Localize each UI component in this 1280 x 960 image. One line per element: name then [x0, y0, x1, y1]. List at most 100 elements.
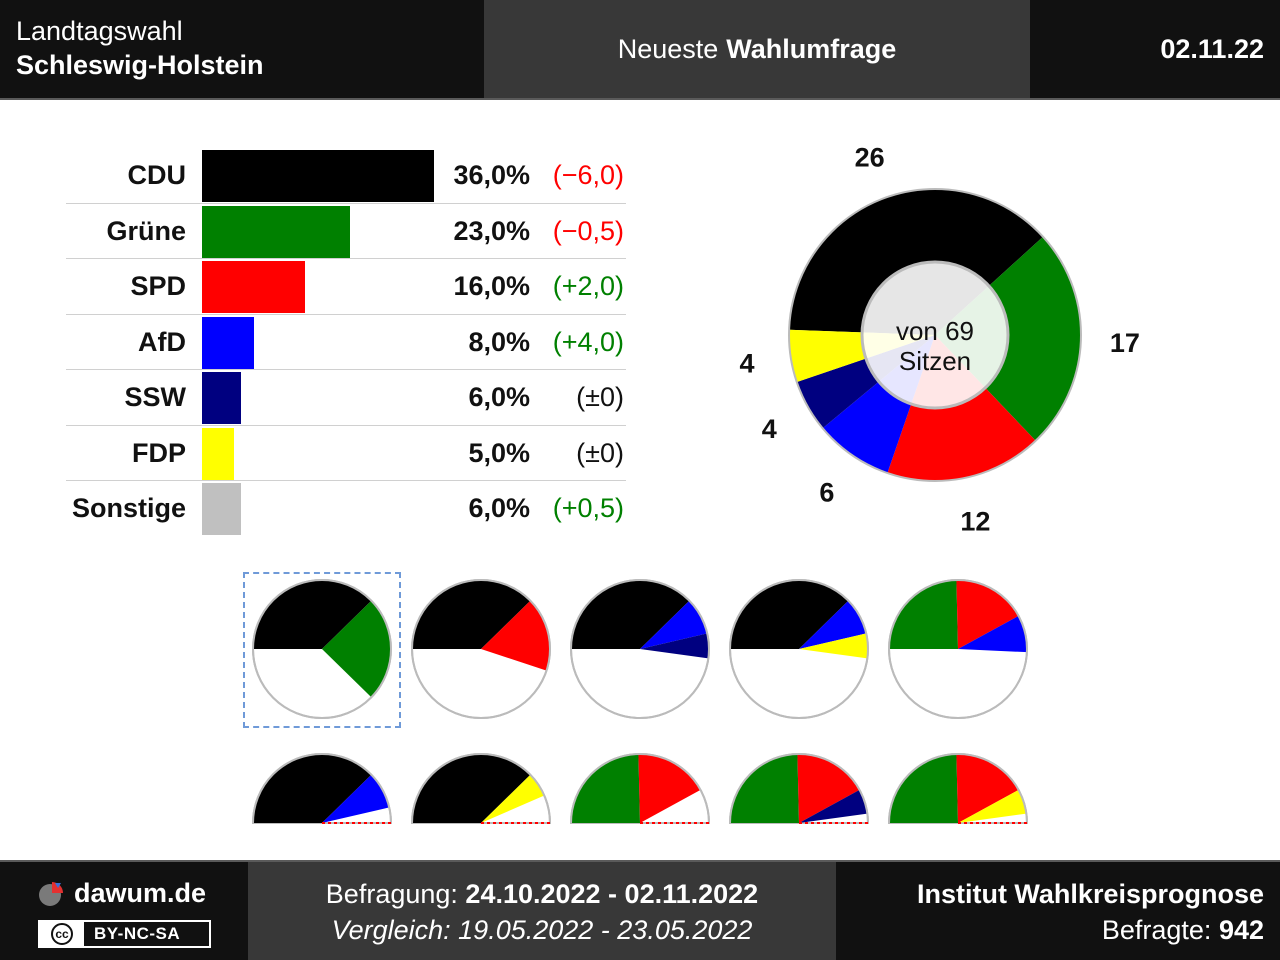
coalition-slice: [640, 600, 708, 649]
bar-row: CDU 36,0% (−6,0): [66, 148, 626, 204]
brand[interactable]: dawum.de: [38, 878, 206, 909]
center-label-line1: von 69: [896, 316, 974, 346]
header-subtitle: Neueste Wahlumfrage: [484, 0, 1030, 98]
coalition-slice: [571, 580, 690, 649]
seat-donut: 26 17 12 6 4 4 von 69 Sitzen: [740, 143, 1140, 537]
donut-outline: [788, 188, 1082, 482]
respondents-count: 942: [1218, 915, 1264, 945]
coalition-chart[interactable]: [878, 744, 1038, 904]
coalition-slice: [958, 789, 1027, 823]
party-name: AfD: [138, 326, 186, 357]
coalition-slice: [799, 789, 868, 823]
results-bar-chart: CDU 36,0% (−6,0) Grüne 23,0% (−0,5) SPD 16,0% (+…: [66, 148, 626, 537]
diff-label: (−0,5): [552, 215, 624, 246]
seat-count-label: 4: [740, 349, 755, 379]
footer-institute: Institut Wahlkreisprognose Befragte: 942: [836, 862, 1280, 960]
seat-count-label: 6: [819, 477, 834, 507]
coalition-chart[interactable]: [560, 744, 720, 904]
bar: [202, 150, 434, 202]
diff-label: (±0): [576, 437, 624, 468]
coalition-chart[interactable]: [242, 570, 402, 730]
license-text: BY-NC-SA: [94, 924, 181, 943]
bar: [202, 205, 351, 258]
coalition-chart[interactable]: [560, 570, 720, 730]
seat-count-label: 4: [762, 414, 777, 444]
cc-mark: cc: [51, 923, 73, 945]
diff-label: (+4,0): [552, 326, 624, 357]
coalition-chart[interactable]: [242, 744, 402, 904]
coalition-slice: [889, 754, 958, 823]
subtitle-prefix: Neueste: [617, 33, 719, 64]
brand-name: dawum.de: [74, 878, 207, 908]
diff-label: (+2,0): [552, 271, 624, 301]
coalition-slice: [799, 600, 867, 649]
bar: [202, 261, 306, 313]
bar: [202, 316, 254, 369]
coalition-slice: [412, 754, 531, 823]
seat-slice: [789, 188, 1044, 335]
footer: dawum.de cc BY-NC-SA Befragung: 24.10.20…: [0, 860, 1280, 960]
value-label: 16,0%: [453, 271, 530, 301]
selected-coalition-frame: [243, 572, 401, 728]
seat-count-label: 26: [855, 143, 885, 173]
coalition-slice: [481, 600, 550, 671]
diff-label: (+0,5): [552, 493, 624, 523]
value-label: 23,0%: [453, 215, 530, 246]
election-type: Landtagswahl: [16, 16, 183, 46]
coalition-slice: [481, 774, 545, 823]
seat-distribution-chart: 26 17 12 6 4 4 von 69 Sitzen: [730, 140, 1150, 540]
compare-range: 19.05.2022 - 23.05.2022: [458, 915, 753, 945]
respondents-label: Befragte:: [1101, 915, 1212, 945]
survey-label: Befragung:: [325, 879, 458, 909]
subtitle-bold: Wahlumfrage: [726, 33, 897, 64]
creative-commons-icon[interactable]: cc BY-NC-SA: [38, 920, 211, 948]
coalition-slice: [889, 580, 958, 649]
survey-range: 24.10.2022 - 02.11.2022: [465, 879, 759, 909]
center-label-line2: Sitzen: [899, 346, 971, 376]
donut-hole: [860, 260, 1010, 410]
coalition-slice: [412, 580, 531, 649]
value-label: 8,0%: [468, 326, 530, 357]
bar-row: SPD 16,0% (+2,0): [66, 259, 626, 315]
institute-name: Institut Wahlkreisprognose: [916, 879, 1264, 909]
header: Landtagswahl Schleswig-Holstein Neueste …: [0, 0, 1280, 100]
value-label: 6,0%: [468, 382, 530, 412]
coalition-chart[interactable]: [719, 744, 879, 904]
coalition-slice: [571, 754, 640, 823]
state-name: Schleswig-Holstein: [16, 50, 264, 80]
party-name: Grüne: [106, 215, 186, 246]
party-name: SSW: [124, 382, 186, 412]
value-label: 6,0%: [468, 493, 530, 523]
coalition-slice: [730, 754, 799, 823]
coalition-chart[interactable]: [401, 744, 561, 904]
bar: [202, 427, 235, 480]
party-name: CDU: [127, 160, 187, 190]
value-label: 5,0%: [468, 437, 530, 468]
party-name: Sonstige: [71, 493, 186, 523]
coalition-slice: [253, 754, 372, 823]
bar-row: SSW 6,0% (±0): [66, 370, 626, 426]
footer-dates: Befragung: 24.10.2022 - 02.11.2022 Vergl…: [248, 862, 836, 960]
seat-count-label: 17: [1110, 328, 1140, 358]
pie-chart-icon: [39, 881, 63, 906]
bar: [202, 372, 241, 424]
header-title-block: Landtagswahl Schleswig-Holstein: [0, 0, 484, 98]
diff-label: (±0): [576, 382, 624, 412]
bar-row: AfD 8,0% (+4,0): [66, 315, 626, 370]
party-name: SPD: [130, 271, 186, 301]
coalition-slice: [958, 615, 1027, 653]
coalition-chart[interactable]: [878, 570, 1038, 730]
coalition-slice: [730, 580, 849, 649]
coalition-slice: [322, 774, 390, 823]
diff-label: (−6,0): [552, 160, 624, 190]
coalition-overview: [240, 570, 1040, 830]
coalition-chart[interactable]: [719, 570, 879, 730]
coalition-slice: [640, 633, 709, 659]
coalition-slice: [322, 600, 391, 698]
bar-row: Sonstige 6,0% (+0,5): [66, 481, 626, 537]
seat-count-label: 12: [960, 507, 990, 537]
poll-date: 02.11.22: [1030, 0, 1280, 98]
party-name: FDP: [132, 437, 186, 468]
coalition-chart[interactable]: [401, 570, 561, 730]
coalition-slice: [799, 633, 868, 659]
